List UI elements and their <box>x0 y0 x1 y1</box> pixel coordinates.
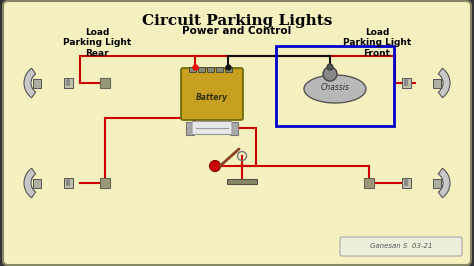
Bar <box>402 78 411 88</box>
Text: Power and Control: Power and Control <box>182 26 292 36</box>
Circle shape <box>404 180 408 182</box>
Bar <box>33 178 41 188</box>
Bar <box>100 178 110 188</box>
Circle shape <box>66 82 70 85</box>
Circle shape <box>323 67 337 81</box>
Wedge shape <box>24 68 36 98</box>
Circle shape <box>210 160 220 172</box>
Circle shape <box>66 182 70 185</box>
Bar <box>207 67 214 72</box>
Text: Load
Parking Light
Rear: Load Parking Light Rear <box>63 28 131 58</box>
Text: Chassis: Chassis <box>320 82 349 92</box>
FancyBboxPatch shape <box>3 1 471 265</box>
Circle shape <box>327 64 333 70</box>
Bar <box>189 67 196 72</box>
FancyBboxPatch shape <box>181 68 243 120</box>
FancyBboxPatch shape <box>192 122 232 135</box>
Bar <box>100 78 110 88</box>
Circle shape <box>404 82 408 85</box>
Bar <box>227 179 257 184</box>
Bar <box>433 78 441 88</box>
Bar <box>64 78 73 88</box>
Bar <box>216 67 223 72</box>
Circle shape <box>66 80 70 82</box>
Bar <box>186 122 194 135</box>
FancyBboxPatch shape <box>340 237 462 256</box>
Bar <box>225 67 232 72</box>
Wedge shape <box>438 168 450 198</box>
Bar <box>433 178 441 188</box>
Circle shape <box>404 80 408 82</box>
Text: Circuit Parking Lights: Circuit Parking Lights <box>142 14 332 28</box>
Bar <box>276 46 394 126</box>
Wedge shape <box>24 168 36 198</box>
Bar <box>198 67 205 72</box>
Circle shape <box>66 180 70 182</box>
Wedge shape <box>438 68 450 98</box>
Bar <box>364 178 374 188</box>
Circle shape <box>404 182 408 185</box>
Text: Load
Parking Light
Front: Load Parking Light Front <box>343 28 411 58</box>
Bar <box>64 178 73 188</box>
Bar <box>230 122 238 135</box>
Text: Ganesan S  03-21: Ganesan S 03-21 <box>370 243 432 250</box>
Bar <box>402 178 411 188</box>
Ellipse shape <box>304 75 366 103</box>
Text: Battery: Battery <box>196 93 228 102</box>
Bar <box>33 78 41 88</box>
